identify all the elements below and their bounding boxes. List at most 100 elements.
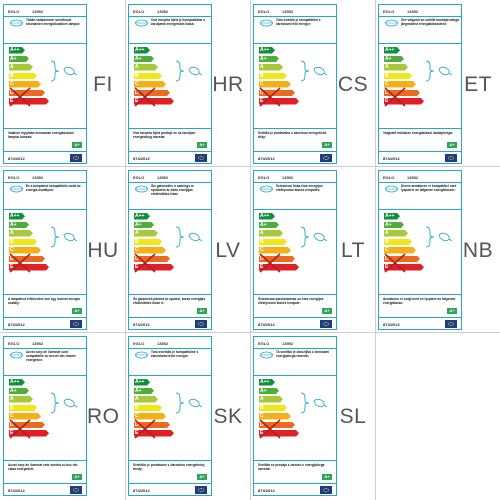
- energy-class-letter: B: [260, 72, 264, 79]
- divider: [254, 182, 336, 183]
- sold-with-text: Valaisin myydään seuraavan energialuokan…: [8, 131, 74, 139]
- energy-label: EGLO 13552 Acest corp de iluminat sunt c…: [3, 336, 87, 496]
- energy-class-letter: C: [260, 413, 264, 419]
- energy-class-letter: D: [260, 89, 264, 96]
- divider: [129, 43, 211, 44]
- energy-class-letter: A: [260, 230, 264, 236]
- energy-label: EGLO 13552 Ova rasvjeta tijela je kompat…: [128, 4, 212, 164]
- divider: [129, 460, 211, 461]
- divider: [254, 375, 336, 376]
- energy-class-letter: D: [135, 89, 139, 96]
- brace-icon: [425, 226, 435, 248]
- energy-class-letter: B: [135, 404, 139, 411]
- energy-class-bar: B: [384, 73, 412, 80]
- divider: [254, 483, 336, 484]
- energy-class-letter: A+: [135, 55, 142, 62]
- energy-class-bar: B: [259, 405, 287, 412]
- sold-with-text: Šviestuvas parduodamas su šios energijos…: [258, 297, 324, 305]
- regulation-number: 874/2012: [133, 488, 150, 493]
- bulb-icon: [63, 398, 78, 408]
- divider: [4, 16, 86, 17]
- energy-class-letter: E: [10, 264, 14, 270]
- sold-with-text: Valgustit müüakse energiaklassi lambipir…: [383, 131, 453, 135]
- model-number: 13552: [157, 175, 169, 180]
- brace-icon: [175, 226, 185, 248]
- brace-icon: [425, 60, 435, 82]
- class-badge: A+: [72, 308, 82, 314]
- energy-label-cell: EGLO 13552 Ta svetilka je združljiva z ž…: [250, 333, 375, 499]
- divider: [254, 348, 336, 349]
- energy-class-bar: A: [134, 396, 158, 403]
- energy-class-letter: C: [135, 413, 139, 419]
- language-code: LT: [341, 239, 365, 262]
- divider: [4, 348, 86, 349]
- regulation-number: 874/2012: [258, 488, 275, 493]
- energy-class-letter: E: [385, 98, 389, 104]
- energy-class-letter: C: [10, 81, 14, 87]
- energy-class-bar: D: [259, 90, 295, 97]
- divider: [129, 128, 211, 129]
- brace-icon: [50, 60, 60, 82]
- ceiling-lamp-icon: [260, 185, 273, 193]
- energy-scale: A++ A+ A B C D E: [384, 47, 424, 107]
- energy-class-bar: A+: [134, 56, 154, 63]
- eu-flag-icon: [70, 486, 82, 494]
- energy-class-letter: A++: [385, 47, 395, 53]
- energy-class-bar: A+: [9, 388, 29, 395]
- class-badge: A+: [197, 308, 207, 314]
- energy-label: EGLO 13552 See valgusti on sobilik lambi…: [378, 4, 462, 164]
- energy-class-letter: E: [10, 430, 14, 436]
- class-badge: A+: [322, 308, 332, 314]
- compatibility-text: Šviestuvui tinka šios energijos efektyvu…: [276, 184, 323, 192]
- energy-class-letter: A++: [135, 379, 145, 385]
- regulation-number: 874/2012: [8, 322, 25, 327]
- compatibility-text: See valgusti on sobilik lambipirnidega j…: [401, 18, 459, 26]
- energy-label: EGLO 13552 Šviestuvui tinka šios energij…: [253, 170, 337, 330]
- energy-label-cell: EGLO 13552 Toto svietidlo je kompatibiln…: [125, 333, 250, 499]
- sold-with-text: Svietidlo je predávané s žiarovkou energ…: [133, 463, 205, 471]
- energy-class-letter: A+: [10, 221, 17, 228]
- divider: [254, 151, 336, 152]
- energy-class-letter: A++: [10, 213, 20, 219]
- energy-class-bar: C: [134, 247, 166, 254]
- brand-name: EGLO: [133, 341, 145, 346]
- divider: [4, 182, 86, 183]
- energy-class-bar: D: [134, 90, 170, 97]
- eu-flag-icon: [320, 486, 332, 494]
- divider: [129, 317, 211, 318]
- energy-label-cell: EGLO 13552 Ova rasvjeta tijela je kompat…: [125, 1, 250, 167]
- class-badge: A+: [197, 474, 207, 480]
- cross-mark-icon: [134, 419, 156, 439]
- energy-class-bar: D: [259, 422, 295, 429]
- grid-line: [375, 0, 376, 500]
- sold-with-text: Svetilka se prodaja z žarnico v energijs…: [258, 463, 325, 471]
- energy-class-bar: A: [9, 230, 33, 237]
- energy-class-bar: A+: [134, 388, 154, 395]
- brand-name: EGLO: [8, 175, 20, 180]
- cross-mark-icon: [259, 253, 281, 273]
- energy-class-bar: C: [384, 81, 416, 88]
- energy-class-bar: C: [134, 413, 166, 420]
- energy-class-letter: A+: [260, 221, 267, 228]
- ceiling-lamp-icon: [135, 351, 148, 359]
- energy-class-bar: A: [9, 64, 33, 71]
- divider: [379, 317, 461, 318]
- regulation-number: 874/2012: [133, 322, 150, 327]
- energy-class-letter: C: [385, 247, 389, 253]
- energy-class-bar: E: [384, 98, 424, 105]
- energy-class-bar: A: [134, 230, 158, 237]
- energy-scale: A++ A+ A B C D E: [134, 47, 174, 107]
- energy-class-letter: A++: [260, 47, 270, 53]
- energy-class-letter: A: [385, 64, 389, 70]
- compatibility-text: Acest corp de iluminat sunt compatibile …: [26, 350, 76, 362]
- energy-class-bar: E: [9, 264, 49, 271]
- divider: [129, 348, 211, 349]
- sold-with-text: Ova rasvjeta tijela prodaje se sa žarulj…: [133, 131, 196, 139]
- eu-flag-icon: [70, 154, 82, 162]
- brace-icon: [175, 392, 185, 414]
- energy-class-letter: C: [385, 81, 389, 87]
- energy-class-letter: E: [135, 264, 139, 270]
- bulb-icon: [313, 66, 328, 76]
- ceiling-lamp-icon: [135, 19, 148, 27]
- energy-class-letter: A+: [10, 387, 17, 394]
